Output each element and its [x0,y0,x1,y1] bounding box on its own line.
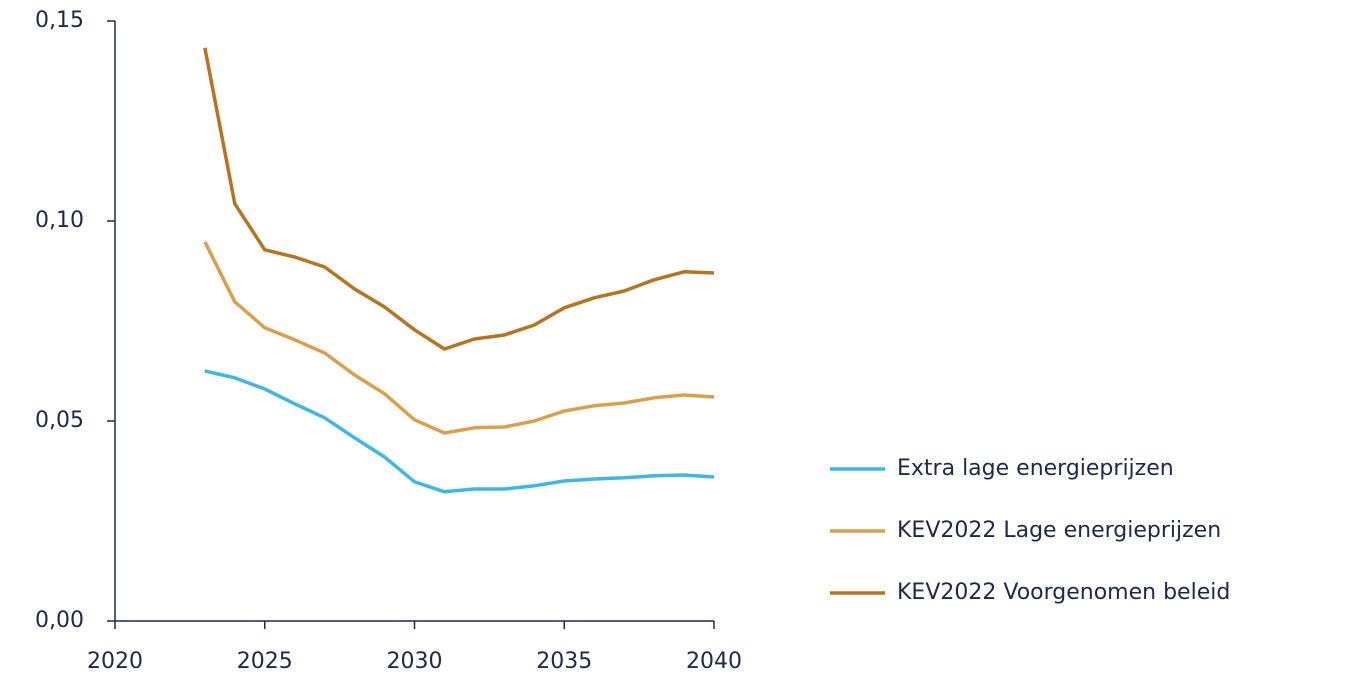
x-tick-label: 2020 [87,649,143,674]
y-tick-label: 0,00 [35,608,84,633]
y-tick-label: 0,15 [35,8,84,33]
x-tick-label: 2040 [686,649,742,674]
series-line [203,241,715,435]
legend-label: KEV2022 Lage energieprijzen [897,518,1221,543]
series-line [203,47,715,351]
series-line [204,369,715,494]
y-tick-label: 0,05 [35,408,84,433]
y-tick-label: 0,10 [35,208,84,233]
x-tick-label: 2030 [387,649,443,674]
legend-label: KEV2022 Voorgenomen beleid [897,580,1230,605]
x-tick-label: 2035 [536,649,592,674]
legend-label: Extra lage energieprijzen [897,456,1174,481]
x-tick-label: 2025 [237,649,293,674]
